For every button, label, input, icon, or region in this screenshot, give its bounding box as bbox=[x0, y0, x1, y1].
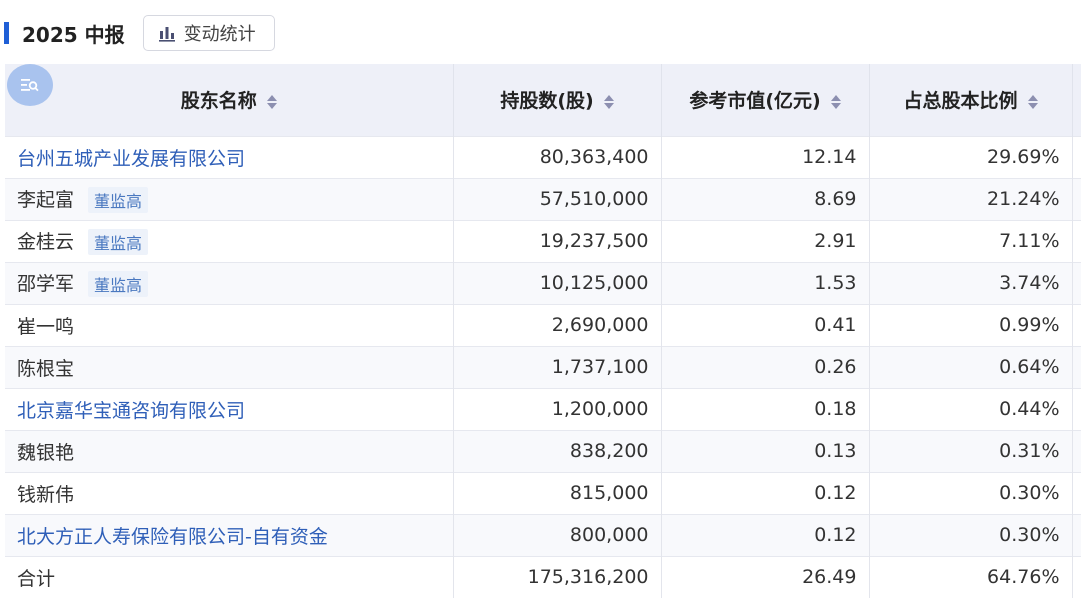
table-row: 钱新伟 815,000 0.12 0.30% bbox=[5, 471, 1081, 514]
filter-search-icon[interactable] bbox=[7, 64, 53, 106]
change-stats-button[interactable]: 变动统计 bbox=[142, 15, 275, 51]
header-label: 持股数(股) bbox=[500, 90, 594, 113]
table-row: 北大方正人寿保险有限公司-自有资金 800,000 0.12 0.30% bbox=[5, 513, 1081, 556]
header-col-ratio[interactable]: 占总股本比例 bbox=[869, 64, 1073, 136]
table-row: 魏银艳 838,200 0.13 0.31% bbox=[5, 429, 1081, 472]
market-value-cell: 8.69 bbox=[661, 177, 870, 220]
ratio-cell: 0.30% bbox=[869, 471, 1073, 514]
shares-cell: 57,510,000 bbox=[453, 177, 662, 220]
shareholder-name: 魏银艳 bbox=[17, 441, 75, 464]
report-period-title: 2025 中报 bbox=[22, 22, 125, 47]
market-value-cell: 1.53 bbox=[661, 261, 870, 304]
ratio-cell: 0.31% bbox=[869, 429, 1073, 472]
market-value-cell: 26.49 bbox=[661, 555, 870, 598]
overflow-cell bbox=[1072, 555, 1081, 598]
shares-cell: 80,363,400 bbox=[453, 135, 662, 178]
overflow-cell bbox=[1072, 219, 1081, 262]
shareholder-name: 金桂云 bbox=[17, 230, 75, 253]
overflow-cell bbox=[1072, 513, 1081, 556]
market-value-cell: 0.26 bbox=[661, 345, 870, 388]
total-row: 合计 175,316,200 26.49 64.76% bbox=[5, 555, 1081, 598]
header-label: 股东名称 bbox=[180, 90, 257, 113]
ratio-cell: 64.76% bbox=[869, 555, 1073, 598]
table-row: 北京嘉华宝通咨询有限公司 1,200,000 0.18 0.44% bbox=[5, 387, 1081, 430]
shares-cell: 19,237,500 bbox=[453, 219, 662, 262]
shareholder-name: 陈根宝 bbox=[17, 357, 75, 380]
sort-icon[interactable] bbox=[830, 94, 841, 109]
header-col-shares[interactable]: 持股数(股) bbox=[453, 64, 662, 136]
shares-cell: 1,737,100 bbox=[453, 345, 662, 388]
shares-cell: 815,000 bbox=[453, 471, 662, 514]
section-header: 2025 中报 变动统计 bbox=[0, 15, 275, 51]
ratio-cell: 0.99% bbox=[869, 303, 1073, 346]
shares-cell: 10,125,000 bbox=[453, 261, 662, 304]
shares-cell: 1,200,000 bbox=[453, 387, 662, 430]
header-label: 占总股本比例 bbox=[903, 90, 1018, 113]
shares-cell: 838,200 bbox=[453, 429, 662, 472]
sort-icon[interactable] bbox=[1027, 94, 1038, 109]
market-value-cell: 0.18 bbox=[661, 387, 870, 430]
market-value-cell: 0.13 bbox=[661, 429, 870, 472]
header-col-shareholder-name[interactable]: 股东名称 bbox=[5, 64, 454, 136]
sort-icon[interactable] bbox=[603, 94, 614, 109]
overflow-cell bbox=[1072, 261, 1081, 304]
shares-cell: 2,690,000 bbox=[453, 303, 662, 346]
sort-icon[interactable] bbox=[266, 94, 277, 109]
market-value-cell: 2.91 bbox=[661, 219, 870, 262]
market-value-cell: 0.12 bbox=[661, 471, 870, 514]
table-row: 台州五城产业发展有限公司 80,363,400 12.14 29.69% bbox=[5, 135, 1081, 178]
shareholder-name[interactable]: 北大方正人寿保险有限公司-自有资金 bbox=[17, 525, 328, 548]
executive-tag: 董监高 bbox=[88, 187, 149, 214]
executive-tag: 董监高 bbox=[88, 271, 149, 298]
accent-bar bbox=[4, 22, 9, 44]
ratio-cell: 7.11% bbox=[869, 219, 1073, 262]
ratio-cell: 21.24% bbox=[869, 177, 1073, 220]
overflow-cell bbox=[1072, 429, 1081, 472]
total-label: 合计 bbox=[5, 555, 454, 598]
header-col-market-value[interactable]: 参考市值(亿元) bbox=[661, 64, 870, 136]
ratio-cell: 0.64% bbox=[869, 345, 1073, 388]
shareholder-name[interactable]: 北京嘉华宝通咨询有限公司 bbox=[17, 399, 246, 422]
overflow-cell bbox=[1072, 303, 1081, 346]
table-row: 金桂云 董监高 19,237,500 2.91 7.11% bbox=[5, 219, 1081, 262]
ratio-cell: 0.30% bbox=[869, 513, 1073, 556]
ratio-cell: 0.44% bbox=[869, 387, 1073, 430]
table-row: 邵学军 董监高 10,125,000 1.53 3.74% bbox=[5, 261, 1081, 304]
table-row: 崔一鸣 2,690,000 0.41 0.99% bbox=[5, 303, 1081, 346]
header-overflow-column bbox=[1072, 64, 1081, 136]
shareholder-name: 崔一鸣 bbox=[17, 315, 75, 338]
overflow-cell bbox=[1072, 135, 1081, 178]
shareholder-name: 李起富 bbox=[17, 188, 75, 211]
overflow-cell bbox=[1072, 471, 1081, 514]
market-value-cell: 0.12 bbox=[661, 513, 870, 556]
bar-chart-icon bbox=[158, 27, 175, 42]
header-label: 参考市值(亿元) bbox=[689, 90, 821, 113]
shareholder-name: 钱新伟 bbox=[17, 483, 75, 506]
overflow-cell bbox=[1072, 345, 1081, 388]
executive-tag: 董监高 bbox=[88, 229, 149, 256]
table-row: 李起富 董监高 57,510,000 8.69 21.24% bbox=[5, 177, 1081, 220]
ratio-cell: 3.74% bbox=[869, 261, 1073, 304]
shareholder-name[interactable]: 台州五城产业发展有限公司 bbox=[17, 147, 246, 170]
shares-cell: 800,000 bbox=[453, 513, 662, 556]
market-value-cell: 0.41 bbox=[661, 303, 870, 346]
shareholder-name: 邵学军 bbox=[17, 272, 75, 295]
market-value-cell: 12.14 bbox=[661, 135, 870, 178]
table-row: 陈根宝 1,737,100 0.26 0.64% bbox=[5, 345, 1081, 388]
ratio-cell: 29.69% bbox=[869, 135, 1073, 178]
overflow-cell bbox=[1072, 177, 1081, 220]
shareholders-table: 股东名称 持股数(股) 参考市值(亿元) 占总股本比例 台州五城产业发展有限公司 80,… bbox=[5, 64, 1081, 598]
change-stats-label: 变动统计 bbox=[183, 24, 256, 45]
overflow-cell bbox=[1072, 387, 1081, 430]
shares-cell: 175,316,200 bbox=[453, 555, 662, 598]
